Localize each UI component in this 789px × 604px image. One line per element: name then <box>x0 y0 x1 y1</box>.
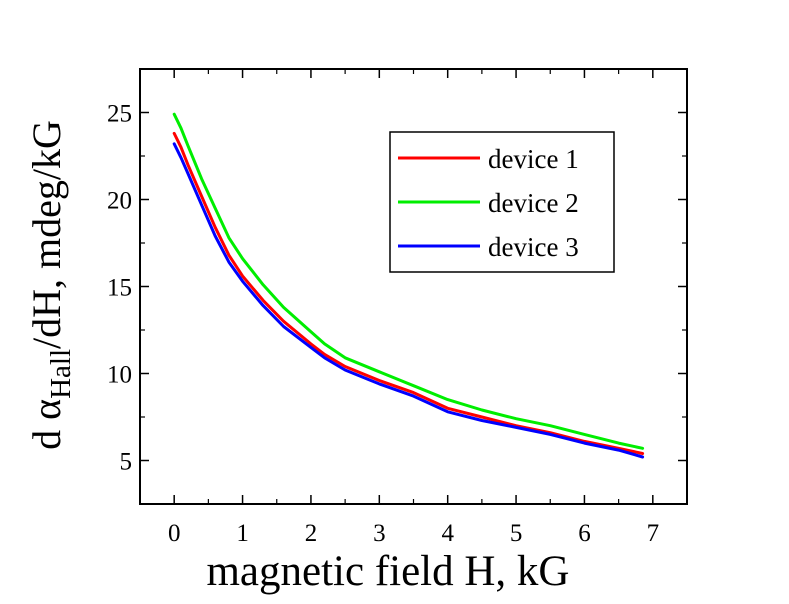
y-axis-title-prefix: d α <box>24 399 69 450</box>
legend-label-device-1: device 1 <box>488 144 579 174</box>
series-line-device-3 <box>172 142 645 459</box>
y-tick-label: 20 <box>107 188 132 215</box>
x-axis-title: magnetic field H, kG <box>206 548 569 595</box>
y-axis-title-suffix: /dH, mdeg/kG <box>24 120 69 349</box>
legend: device 1 device 2 device 3 <box>389 131 615 273</box>
x-tick-label: 4 <box>441 520 454 547</box>
x-tick-label: 2 <box>305 520 318 547</box>
x-tick-label: 0 <box>168 520 181 547</box>
y-tick-labels: 5 10 15 20 25 <box>107 101 132 476</box>
x-tick-label: 6 <box>578 520 591 547</box>
y-axis-title-subscript: Hall <box>45 349 77 399</box>
y-tick-label: 15 <box>107 275 132 302</box>
y-axis-title: d αHall/dH, mdeg/kG <box>24 120 77 450</box>
y-tick-label: 5 <box>120 449 133 476</box>
y-tick-label: 25 <box>107 101 132 128</box>
axis-ticks <box>139 68 688 505</box>
x-tick-label: 3 <box>373 520 386 547</box>
x-tick-label: 1 <box>236 520 249 547</box>
x-tick-label: 7 <box>647 520 660 547</box>
series-line-device-1 <box>172 131 645 455</box>
legend-label-device-2: device 2 <box>488 188 579 218</box>
y-tick-label: 10 <box>107 362 132 389</box>
series-lines <box>172 112 645 459</box>
series-line-device-2 <box>172 112 645 450</box>
x-tick-labels: 0 1 2 3 4 5 6 7 <box>168 520 659 547</box>
plot-frame <box>139 68 688 505</box>
x-tick-label: 5 <box>510 520 523 547</box>
legend-label-device-3: device 3 <box>488 232 579 262</box>
